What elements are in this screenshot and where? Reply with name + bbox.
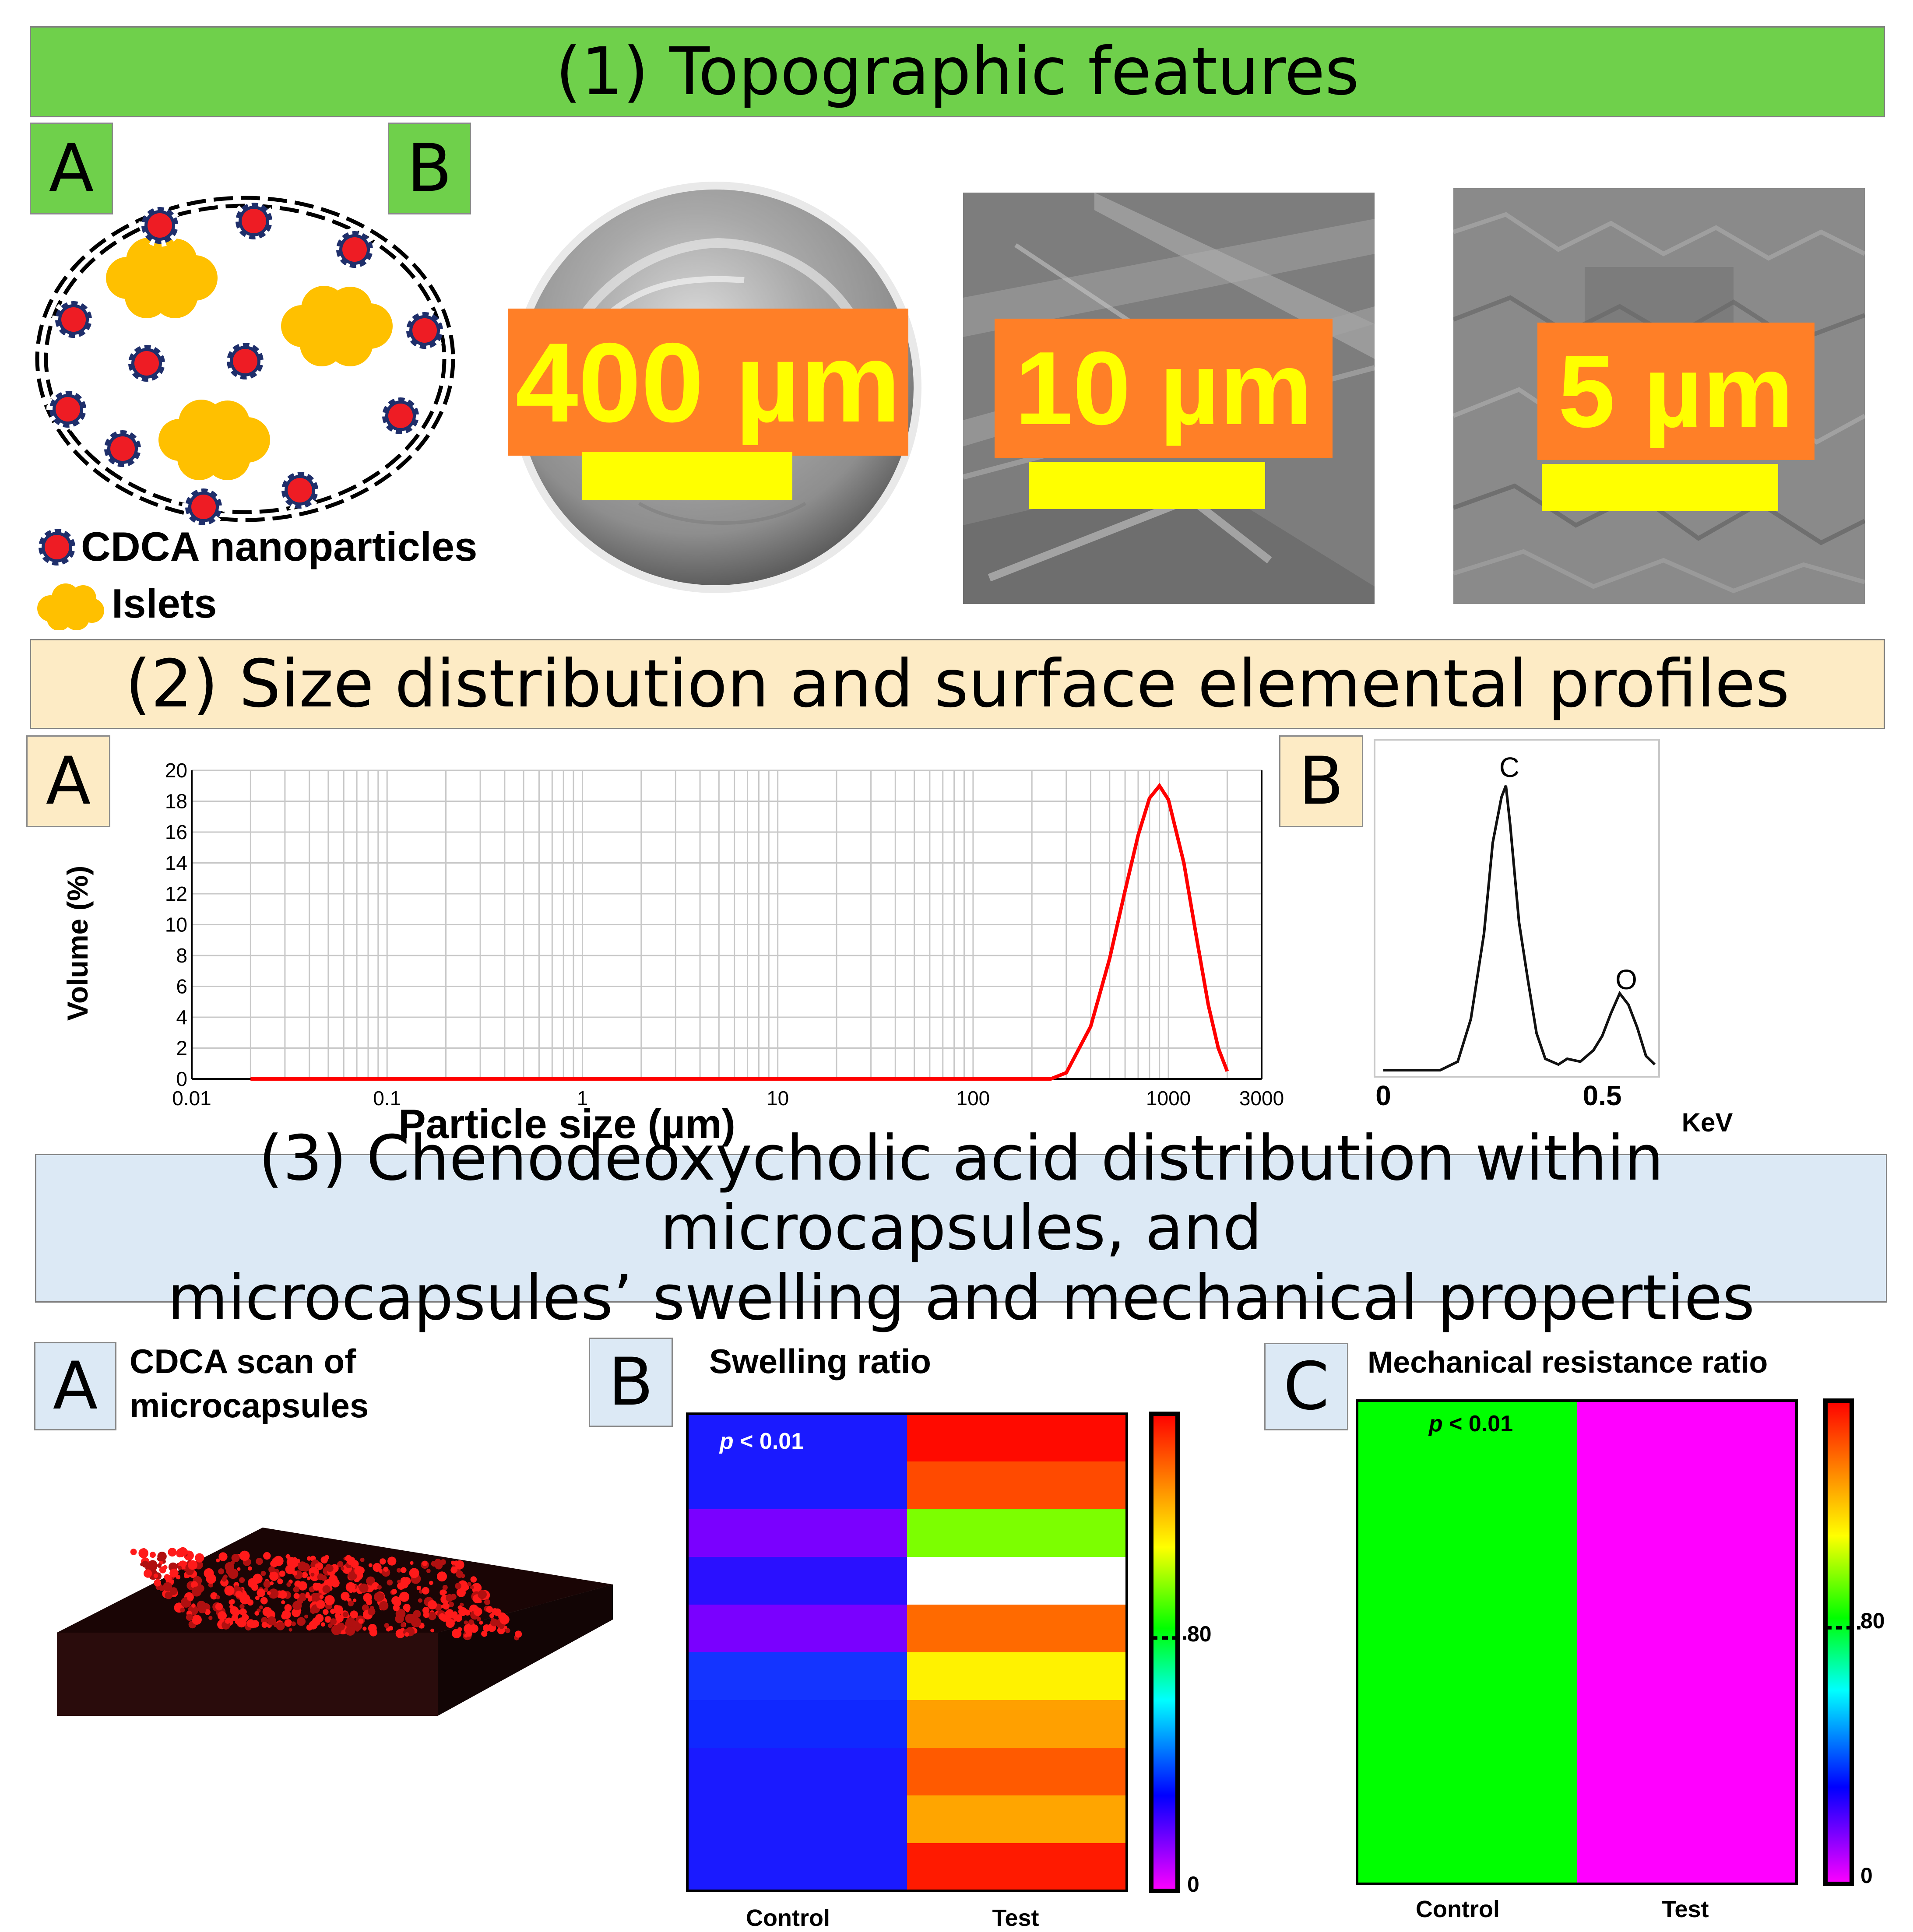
panel-1a-label: A <box>30 123 113 214</box>
x-label-control: Control <box>1416 1896 1500 1922</box>
heatmap-cell <box>1577 1401 1797 1884</box>
islet-shape <box>158 400 270 480</box>
heatmap-cell <box>687 1795 907 1844</box>
swelling-ratio-heatmap: p < 0.01 Control Test 80 0 <box>686 1412 1212 1930</box>
panel-1b-label: B <box>388 123 471 214</box>
x-label-control: Control <box>746 1905 830 1930</box>
y-tick-label: 20 <box>165 759 187 782</box>
heatmap-cell <box>687 1700 907 1748</box>
y-tick-label: 10 <box>165 913 187 936</box>
y-tick-label: 0 <box>176 1068 187 1090</box>
panel-3a-title-line2: microcapsules <box>130 1386 369 1425</box>
islet-shape <box>106 238 218 318</box>
heatmap-cell <box>1357 1401 1577 1884</box>
heatmap-cell <box>907 1414 1127 1462</box>
x-label-test: Test <box>1662 1896 1709 1922</box>
heatmap-cell <box>687 1843 907 1891</box>
panel-3a-title-line1: CDCA scan of <box>130 1342 356 1381</box>
panel-3c-title: Mechanical resistance ratio <box>1368 1345 1768 1379</box>
panel-3c-label: C <box>1264 1343 1348 1430</box>
panel-3a-title: CDCA scan of microcapsules <box>130 1339 369 1428</box>
colorbar <box>1823 1398 1860 1886</box>
x-tick-label: 1000 <box>1146 1087 1191 1110</box>
heatmap-cell <box>687 1652 907 1700</box>
colorbar-tick-0: 0 <box>1860 1863 1873 1888</box>
peak-label-oxygen: O <box>1615 964 1637 995</box>
volume-distribution-curve <box>250 783 1229 1081</box>
section3-banner: (3) Chenodeoxycholic acid distribution w… <box>35 1124 1887 1333</box>
heatmap-cell <box>907 1557 1127 1605</box>
panel-2a-label: A <box>26 735 110 827</box>
heatmap-cell <box>687 1748 907 1796</box>
y-tick-label: 14 <box>165 852 187 875</box>
heatmap-cell <box>687 1461 907 1510</box>
scale-label-3: 5 µm <box>1537 323 1815 460</box>
section3-title-line1: (3) Chenodeoxycholic acid distribution w… <box>258 1122 1664 1265</box>
heatmap-cell <box>687 1557 907 1605</box>
y-axis-label: Volume (%) <box>61 866 94 1021</box>
heatmap-cell <box>907 1795 1127 1844</box>
y-tick-label: 2 <box>176 1037 187 1060</box>
cdca-confocal-scan-image <box>57 1528 613 1716</box>
panel-3b-title: Swelling ratio <box>709 1342 932 1381</box>
scale-label-1: 400 µm <box>508 309 908 456</box>
colorbar <box>1149 1412 1186 1893</box>
panel-3a-label: A <box>34 1342 116 1430</box>
section1-title: (1) Topographic features <box>556 34 1359 110</box>
heatmap-cell <box>907 1843 1127 1891</box>
scale-bar-3 <box>1542 464 1778 511</box>
heatmap-cell <box>907 1652 1127 1700</box>
eds-spectrum-line <box>1383 785 1656 1071</box>
x-tick-label: 10 <box>767 1087 789 1110</box>
x-tick-label: 3000 <box>1239 1087 1284 1110</box>
y-tick-label: 18 <box>165 790 187 813</box>
x-tick-0: 0 <box>1375 1080 1391 1111</box>
legend-islets-label: Islets <box>112 580 217 626</box>
panel-3b-label: B <box>589 1338 673 1427</box>
heatmap-cell <box>687 1605 907 1653</box>
heatmap-cell <box>907 1605 1127 1653</box>
colorbar-tick-80: 80 <box>1860 1609 1885 1633</box>
y-tick-label: 12 <box>165 882 187 905</box>
section1-banner: (1) Topographic features <box>30 26 1885 117</box>
x-tick-label: 0.1 <box>373 1087 401 1110</box>
heatmap-cell <box>907 1509 1127 1557</box>
scale-bar-2 <box>1029 462 1265 509</box>
nanoparticle-legend-icon <box>35 526 78 569</box>
mechanical-resistance-heatmap: p < 0.01 Control Test 80 0 <box>1356 1398 1885 1922</box>
microcapsule-schematic <box>35 196 455 538</box>
scale-label-2: 10 µm <box>995 319 1333 458</box>
x-tick-label: 1 <box>577 1087 588 1110</box>
x-unit-label: KeV <box>1682 1108 1733 1137</box>
x-tick-label: 0.01 <box>172 1087 211 1110</box>
section3-title-line2: microcapsules’ swelling and mechanical p… <box>167 1261 1755 1334</box>
pvalue-annotation: p < 0.01 <box>1428 1411 1513 1437</box>
panel-2b-label: B <box>1279 735 1363 827</box>
x-tick-05: 0.5 <box>1583 1080 1622 1111</box>
x-axis-label: Particle size (µm) <box>398 1101 735 1147</box>
colorbar-tick-0: 0 <box>1187 1872 1199 1897</box>
heatmap-cell <box>687 1509 907 1557</box>
scale-bar-1 <box>582 452 792 500</box>
pvalue-annotation: p < 0.01 <box>719 1429 804 1454</box>
legend-nanoparticles-label: CDCA nanoparticles <box>81 523 478 569</box>
y-tick-label: 8 <box>176 944 187 967</box>
heatmap-cell <box>907 1700 1127 1748</box>
colorbar-tick-80: 80 <box>1187 1622 1212 1646</box>
eds-spectrum-chart: C O 0 0.5 KeV <box>1374 739 1733 1137</box>
heatmap-cell <box>907 1748 1127 1796</box>
x-tick-label: 100 <box>956 1087 990 1110</box>
y-tick-label: 6 <box>176 975 187 998</box>
y-tick-label: 4 <box>176 1006 187 1029</box>
peak-label-carbon: C <box>1499 752 1519 783</box>
heatmap-cell <box>687 1414 907 1462</box>
islet-legend-icon <box>37 583 104 630</box>
x-label-test: Test <box>992 1905 1039 1930</box>
section2-title: (2) Size distribution and surface elemen… <box>125 646 1790 722</box>
heatmap-cell <box>907 1461 1127 1510</box>
section2-banner: (2) Size distribution and surface elemen… <box>30 639 1885 729</box>
islet-shape <box>281 286 393 366</box>
y-tick-label: 16 <box>165 821 187 843</box>
